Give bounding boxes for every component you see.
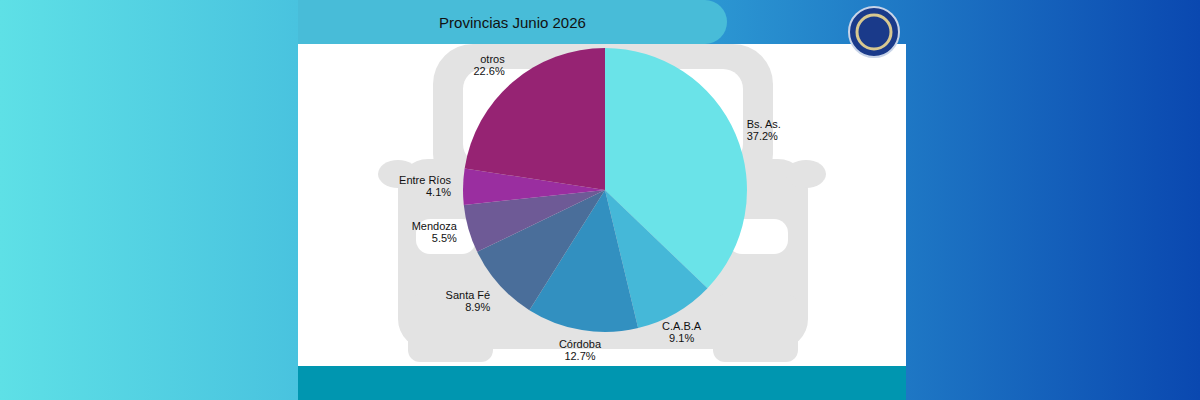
svg-text:Mendoza5.5%: Mendoza5.5% <box>412 220 458 244</box>
svg-text:C.A.B.A9.1%: C.A.B.A9.1% <box>662 320 702 344</box>
svg-text:Entre Ríos4.1%: Entre Ríos4.1% <box>399 174 451 198</box>
svg-text:Santa Fé8.9%: Santa Fé8.9% <box>446 289 491 313</box>
svg-text:Bs. As.37.2%: Bs. As.37.2% <box>747 118 781 142</box>
html-text:Provincias Junio 2026: Provincias Junio 2026 <box>439 13 586 31</box>
svg-text:otros22.6%: otros22.6% <box>473 53 505 77</box>
svg-text:Córdoba12.7%: Córdoba12.7% <box>559 338 602 362</box>
